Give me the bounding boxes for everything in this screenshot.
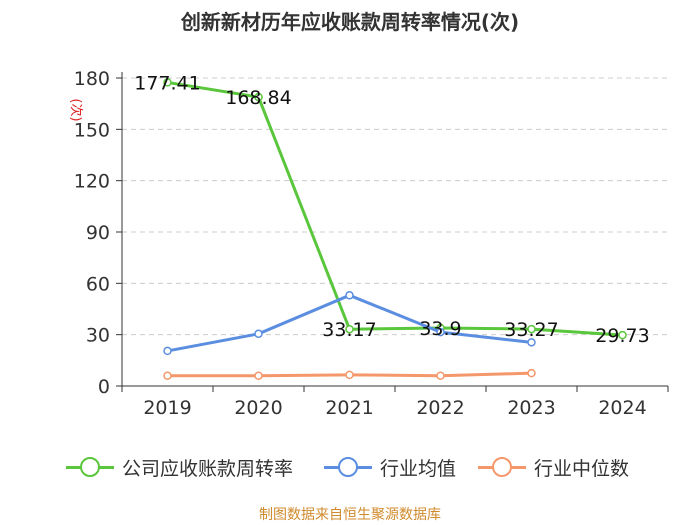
y-tick-label: 150 bbox=[74, 119, 110, 141]
legend-industry-median-label: 行业中位数 bbox=[534, 457, 630, 480]
data-point bbox=[163, 78, 172, 87]
data-label: 177.41 bbox=[134, 72, 200, 94]
legend-item-company[interactable]: 公司应收账款周转率 bbox=[66, 452, 293, 482]
legend-industry-mean-label: 行业均值 bbox=[380, 457, 457, 480]
data-point bbox=[618, 330, 627, 340]
legend-industry-mean-marker bbox=[324, 457, 372, 477]
data-label: 33.27 bbox=[504, 319, 558, 341]
data-label: 29.73 bbox=[595, 325, 649, 347]
data-point bbox=[527, 324, 536, 334]
source-note: 制图数据来自恒生聚源数据库 bbox=[259, 507, 441, 523]
data-point bbox=[527, 338, 536, 347]
y-tick-label: 90 bbox=[86, 222, 110, 244]
x-tick-label: 2022 bbox=[416, 397, 464, 419]
y-tick-label: 180 bbox=[74, 68, 110, 90]
legend-item-industry-median[interactable]: 行业中位数 bbox=[478, 452, 629, 482]
data-point bbox=[163, 346, 172, 356]
data-point bbox=[345, 291, 354, 300]
data-point bbox=[527, 368, 536, 378]
x-tick-label: 2024 bbox=[598, 397, 646, 419]
x-tick-label: 2020 bbox=[234, 397, 282, 419]
data-point bbox=[254, 329, 263, 339]
chart-title: 创新新材历年应收账款周转率情况(次) bbox=[180, 10, 520, 34]
data-label: 33.17 bbox=[322, 319, 376, 341]
y-axis-unit-label: (次) bbox=[68, 98, 84, 121]
data-label: 33.9 bbox=[419, 318, 461, 340]
y-tick-label: 0 bbox=[98, 376, 110, 398]
legend-item-industry-mean[interactable]: 行业均值 bbox=[324, 452, 456, 482]
data-point bbox=[254, 371, 263, 380]
legend-industry-median-marker bbox=[478, 457, 526, 477]
y-tick-label: 120 bbox=[74, 171, 110, 193]
data-point bbox=[254, 92, 263, 102]
data-point bbox=[436, 371, 445, 380]
y-tick-label: 30 bbox=[86, 325, 110, 347]
x-tick-label: 2023 bbox=[507, 397, 555, 419]
legend: 公司应收账款周转率 行业均值 行业中位数 bbox=[0, 452, 700, 482]
x-tick-label: 2019 bbox=[143, 397, 191, 419]
legend-company-label: 公司应收账款周转率 bbox=[122, 457, 294, 480]
data-point bbox=[436, 327, 445, 337]
data-label: 168.84 bbox=[225, 87, 291, 109]
legend-company-marker bbox=[66, 457, 114, 477]
data-point bbox=[163, 371, 172, 380]
x-tick-label: 2021 bbox=[325, 397, 373, 419]
data-point bbox=[345, 370, 354, 380]
data-point bbox=[345, 324, 354, 334]
y-tick-label: 60 bbox=[86, 273, 110, 295]
series-line-0 bbox=[167, 80, 623, 337]
